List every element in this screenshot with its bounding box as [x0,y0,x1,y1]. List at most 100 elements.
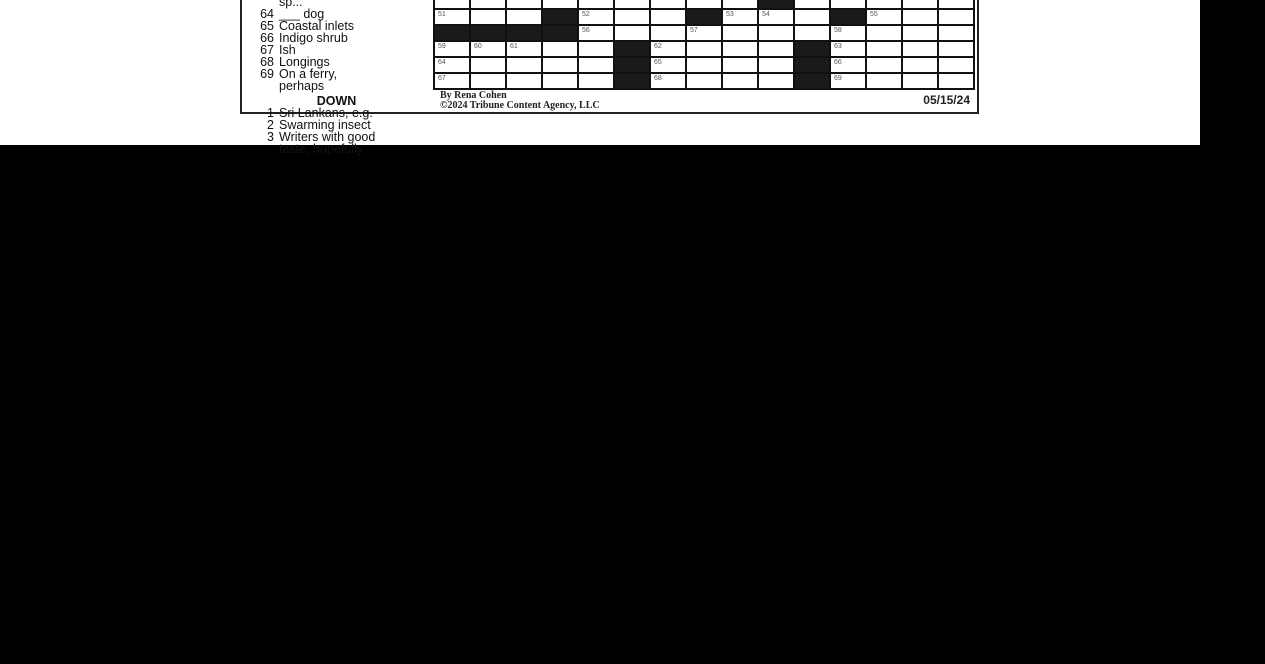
grid-square[interactable] [542,41,578,57]
square-number: 52 [582,11,590,18]
grid-square[interactable] [542,73,578,89]
grid-square[interactable] [866,0,902,9]
clue-text: Coastal inlets [279,19,355,33]
grid-square[interactable] [902,41,938,57]
grid-square[interactable] [866,41,902,57]
grid-square[interactable]: 57 [686,25,722,41]
grid-square[interactable]: 67 [434,73,470,89]
grid-square[interactable] [794,25,830,41]
grid-square[interactable] [686,57,722,73]
clue: 69 On a ferry, [254,68,429,81]
square-number: 46 [582,0,590,2]
grid-square[interactable] [650,9,686,25]
grid-square[interactable] [938,9,974,25]
grid-square[interactable]: 62 [650,41,686,57]
grid-square[interactable]: 53 [722,9,758,25]
grid-square[interactable] [686,73,722,89]
square-number: 59 [438,43,446,50]
grid-square[interactable]: 66 [830,57,866,73]
grid-square[interactable] [614,9,650,25]
grid-square[interactable] [542,57,578,73]
grid-square[interactable] [866,57,902,73]
grid-square[interactable]: 59 [434,41,470,57]
grid-square[interactable]: 45 [434,0,470,9]
grid-square[interactable] [506,73,542,89]
grid-square[interactable]: 69 [830,73,866,89]
grid-square[interactable] [866,73,902,89]
clue: 2 Swarming insect [254,119,429,132]
grid-square[interactable]: 48 [794,0,830,9]
grid-square[interactable] [938,73,974,89]
grid-square[interactable] [722,57,758,73]
grid-square[interactable] [506,57,542,73]
grid-square[interactable] [614,25,650,41]
grid-square[interactable] [758,41,794,57]
puzzle-frame [240,0,979,114]
grid-square[interactable] [614,0,650,9]
grid-square[interactable] [866,25,902,41]
grid-square[interactable] [758,25,794,41]
clue: 3 Writers with good [254,131,429,144]
grid-square[interactable] [470,9,506,25]
grid-square[interactable] [758,73,794,89]
grid-square[interactable] [578,57,614,73]
square-number: 63 [834,43,842,50]
grid-square[interactable] [902,57,938,73]
square-number: 49 [906,0,914,2]
grid-square[interactable] [902,9,938,25]
grid-square[interactable]: 58 [830,25,866,41]
grid-square[interactable] [758,57,794,73]
clue-list: sp... 64 ___ dog 65 Coastal inlets 66 Indigo s… [254,0,429,155]
grid-square[interactable] [902,73,938,89]
grid-square[interactable] [650,0,686,9]
grid-square[interactable] [470,57,506,73]
grid-square[interactable]: 55 [866,9,902,25]
grid-square[interactable] [470,73,506,89]
square-number: 54 [762,11,770,18]
square-number: 60 [474,43,482,50]
grid-square[interactable] [722,73,758,89]
grid-square[interactable]: 50 [938,0,974,9]
grid-square[interactable] [902,25,938,41]
black-square [686,9,722,25]
grid-square[interactable] [686,0,722,9]
grid-square[interactable] [686,41,722,57]
square-number: 61 [510,43,518,50]
grid-square[interactable]: 61 [506,41,542,57]
clue: sp... [254,0,429,8]
grid-square[interactable] [470,0,506,9]
black-square [542,9,578,25]
grid-square[interactable]: 47 [722,0,758,9]
grid-square[interactable]: 65 [650,57,686,73]
grid-square[interactable] [506,0,542,9]
grid-square[interactable] [722,41,758,57]
grid-square[interactable] [830,0,866,9]
grid-square[interactable]: 46 [578,0,614,9]
grid-square[interactable]: 56 [578,25,614,41]
grid-square[interactable]: 51 [434,9,470,25]
grid-square[interactable] [506,9,542,25]
grid-square[interactable]: 49 [902,0,938,9]
clue-text: ___ dog [279,7,325,21]
grid-square[interactable] [722,25,758,41]
grid-square[interactable]: 60 [470,41,506,57]
grid-square[interactable] [650,25,686,41]
grid-square[interactable] [938,25,974,41]
grid-square[interactable] [938,57,974,73]
grid-square[interactable] [578,41,614,57]
grid-square[interactable] [578,73,614,89]
copyright: ©2024 Tribune Content Agency, LLC [440,100,600,111]
grid-square[interactable]: 54 [758,9,794,25]
grid-square[interactable] [938,41,974,57]
square-number: 65 [654,59,662,66]
grid-square[interactable]: 63 [830,41,866,57]
crossword-grid: 45 46 47 48 49 50 51 52 53 54 55 56 57 58 59 60 61 62 63 64… [433,0,975,90]
grid-square[interactable]: 64 [434,57,470,73]
grid-square[interactable]: 68 [650,73,686,89]
grid-square[interactable] [542,0,578,9]
square-number: 47 [726,0,734,2]
grid-square[interactable]: 52 [578,9,614,25]
grid-square[interactable] [794,9,830,25]
black-square [542,25,578,41]
black-square [614,57,650,73]
